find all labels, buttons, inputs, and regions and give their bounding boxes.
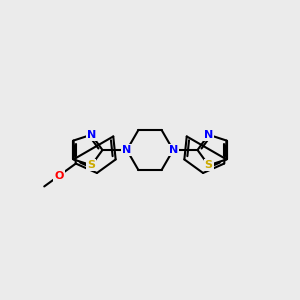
Text: O: O [54,171,64,181]
Text: N: N [169,145,178,155]
Text: S: S [87,160,95,170]
Text: N: N [204,130,213,140]
Text: N: N [87,130,96,140]
Text: N: N [122,145,131,155]
Text: S: S [205,160,213,170]
